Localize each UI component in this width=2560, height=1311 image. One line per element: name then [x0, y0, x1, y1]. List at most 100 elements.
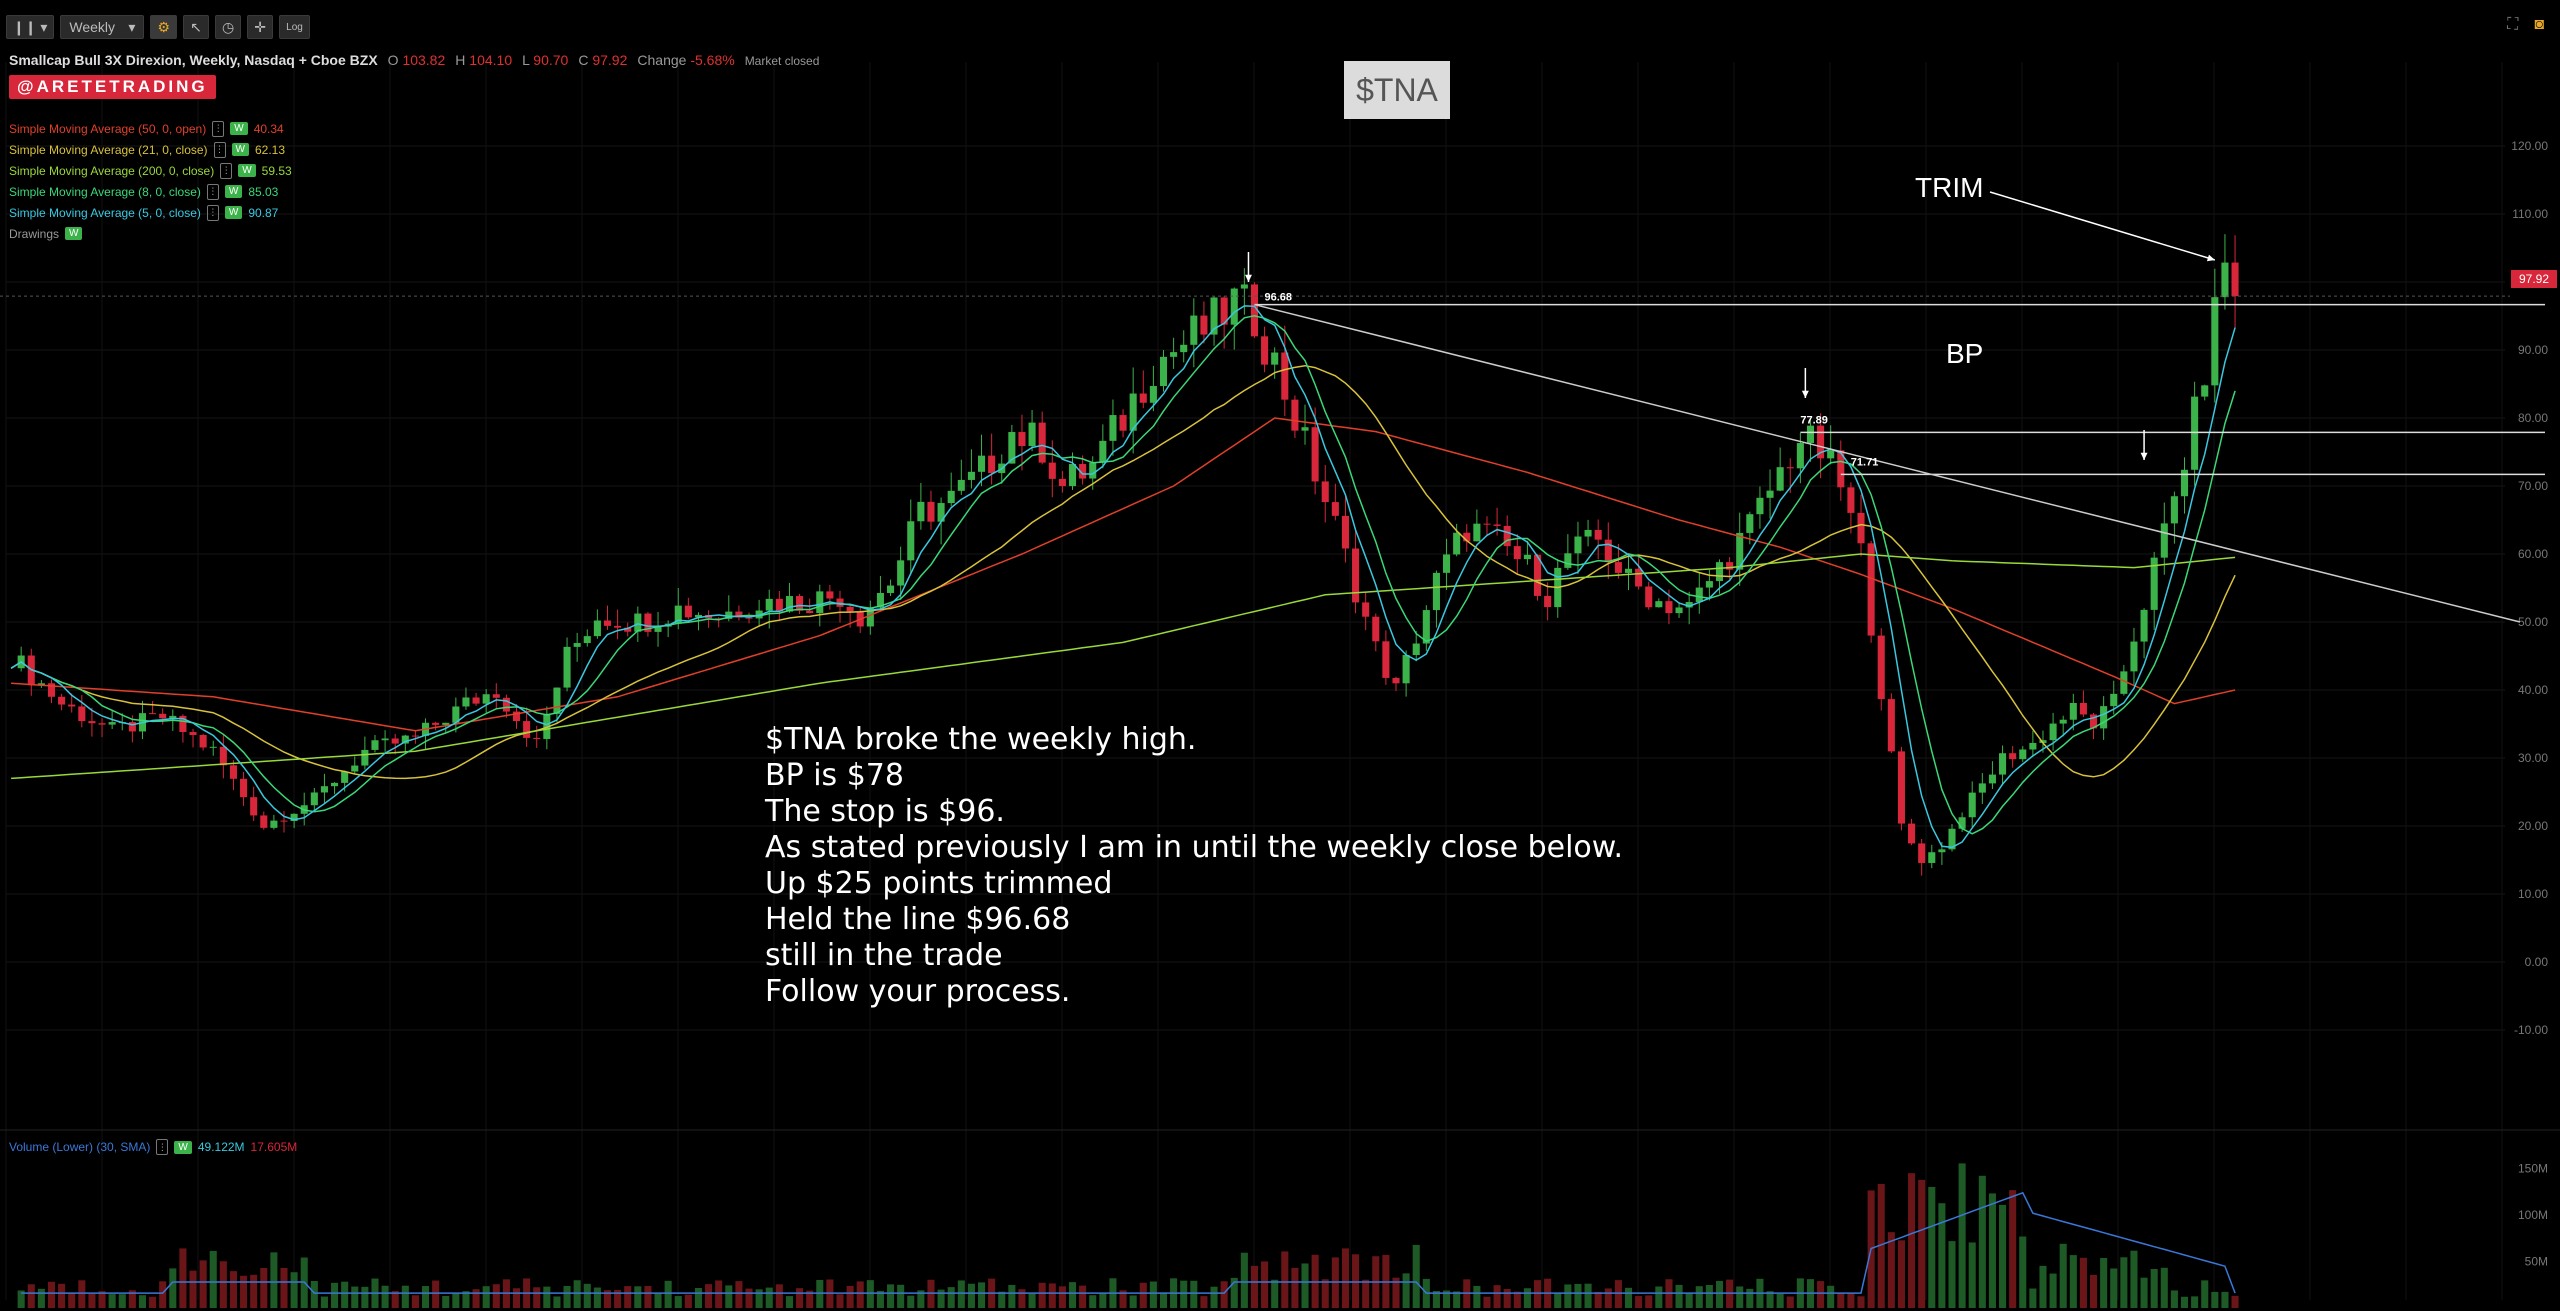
- candle-body: [644, 613, 652, 632]
- volume-bar: [1635, 1296, 1643, 1308]
- candle-body: [2049, 723, 2057, 741]
- bp-level-label: 77.89: [1800, 414, 1828, 426]
- y-tick-label: 30.00: [2518, 751, 2548, 765]
- clock-icon[interactable]: ◷: [214, 15, 242, 39]
- volume-bar: [88, 1293, 96, 1308]
- candle-body: [866, 607, 874, 627]
- candle-body: [1180, 344, 1188, 353]
- candle-body: [1705, 581, 1713, 588]
- volume-bar: [189, 1270, 197, 1308]
- volume-bar: [664, 1280, 672, 1308]
- study-row[interactable]: Simple Moving Average (50, 0, open) ⋮ W 40.…: [9, 118, 292, 139]
- volume-bar: [745, 1288, 753, 1308]
- volume-bar: [998, 1291, 1006, 1308]
- volume-bar: [1362, 1279, 1370, 1308]
- candle-body: [2089, 714, 2098, 729]
- timeframe-select[interactable]: Weekly ▾: [60, 15, 145, 39]
- candle-body: [1533, 554, 1542, 596]
- volume-bar: [1988, 1193, 1996, 1308]
- volume-bar: [573, 1280, 581, 1308]
- candle-body: [1918, 843, 1926, 863]
- trim-arrow: [1989, 191, 2216, 261]
- w-badge: W: [230, 122, 248, 135]
- candle-body: [715, 618, 723, 620]
- study-options-icon[interactable]: ⋮: [206, 183, 219, 200]
- volume-bar: [462, 1291, 470, 1308]
- candle-body: [2059, 719, 2067, 724]
- volume-bar: [1847, 1293, 1855, 1308]
- candle-body: [1008, 432, 1016, 464]
- volume-bar: [1271, 1279, 1279, 1308]
- study-row[interactable]: Simple Moving Average (8, 0, close) ⋮ W 85.…: [9, 181, 292, 202]
- candle-body: [523, 721, 531, 738]
- volume-bar: [715, 1280, 723, 1308]
- candle-body: [1018, 432, 1026, 447]
- candle-body: [1200, 315, 1208, 335]
- drawings-label: Drawings: [9, 226, 60, 241]
- volume-bar: [1857, 1296, 1865, 1308]
- candle-body: [1746, 514, 1754, 533]
- study-row[interactable]: Simple Moving Average (200, 0, close) ⋮ W 5…: [9, 160, 292, 181]
- volume-bar: [1513, 1291, 1521, 1308]
- volume-bar: [482, 1286, 490, 1308]
- candle-body: [1159, 356, 1168, 387]
- candle-body: [785, 596, 793, 612]
- volume-study-label: Volume (Lower) (30, SMA): [9, 1140, 151, 1154]
- candle-body: [1028, 422, 1036, 447]
- volume-bar: [229, 1271, 237, 1308]
- volume-bar: [543, 1286, 551, 1308]
- candle-body: [1382, 641, 1390, 678]
- candles-icon[interactable]: ❙❙ ▾: [6, 15, 55, 39]
- candle-body: [108, 722, 116, 725]
- candle-body: [2019, 749, 2027, 760]
- volume-bar: [644, 1286, 652, 1308]
- study-label: Simple Moving Average (5, 0, close): [9, 205, 201, 220]
- study-options-icon[interactable]: ⋮: [156, 1139, 169, 1155]
- volume-bar: [17, 1290, 25, 1308]
- study-options-icon[interactable]: ⋮: [213, 141, 226, 158]
- study-options-icon[interactable]: ⋮: [206, 204, 219, 221]
- study-options-icon[interactable]: ⋮: [220, 162, 233, 179]
- candle-body: [816, 591, 824, 614]
- change-label: Change: [637, 52, 687, 68]
- w-badge: W: [231, 143, 249, 156]
- gear-icon[interactable]: ⚙: [150, 15, 177, 39]
- volume-bar: [512, 1288, 521, 1308]
- candle-body: [1827, 450, 1835, 459]
- high-arrow-head: [1244, 274, 1252, 282]
- y-tick-label: 10.00: [2518, 887, 2548, 901]
- candle-body: [2069, 702, 2077, 720]
- candle-body: [1311, 427, 1319, 482]
- candle-body: [1736, 532, 1744, 570]
- volume-bar: [2009, 1190, 2017, 1308]
- study-row[interactable]: Simple Moving Average (21, 0, close) ⋮ W 62…: [9, 139, 292, 160]
- annotation-text: $TNA broke the weekly high. BP is $78 The …: [765, 722, 1623, 1010]
- candle-body: [290, 813, 298, 821]
- candle-body: [573, 643, 581, 647]
- drawings-row[interactable]: Drawings W: [9, 223, 292, 244]
- expand-icon[interactable]: ⛶: [2507, 16, 2519, 33]
- volume-bar: [270, 1252, 278, 1308]
- candle-body: [1068, 464, 1077, 487]
- volume-bar: [58, 1283, 66, 1308]
- volume-bar: [118, 1294, 126, 1308]
- camera-icon[interactable]: ◙: [2534, 16, 2544, 33]
- volume-legend: Volume (Lower) (30, SMA) ⋮ W 49.122M 17.…: [9, 1139, 297, 1155]
- candle-body: [2180, 469, 2189, 497]
- candle-body: [1230, 288, 1238, 325]
- volume-bar: [856, 1281, 864, 1308]
- drawing-tool-icon[interactable]: ↖: [182, 15, 209, 39]
- study-options-icon[interactable]: ⋮: [212, 120, 225, 137]
- volume-bar: [2201, 1280, 2209, 1308]
- market-status: Market closed: [744, 54, 820, 68]
- candle-body: [947, 490, 955, 504]
- crosshair-icon[interactable]: ✛: [247, 15, 274, 39]
- candle-body: [593, 620, 601, 637]
- candle-body: [957, 479, 965, 491]
- log-scale-button[interactable]: Log: [279, 15, 310, 39]
- study-row[interactable]: Simple Moving Average (5, 0, close) ⋮ W 90.…: [9, 202, 292, 223]
- volume-bar: [624, 1286, 632, 1308]
- volume-bar: [1291, 1267, 1299, 1308]
- candle-body: [1614, 562, 1622, 573]
